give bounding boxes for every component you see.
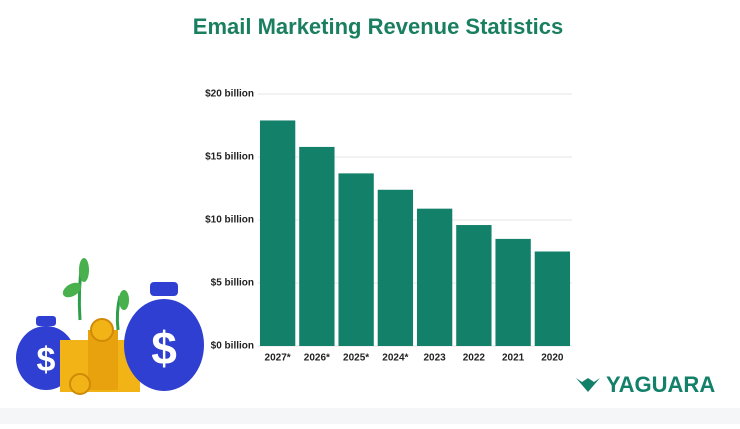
bar (299, 146, 335, 346)
x-tick-label: 2027* (265, 353, 291, 364)
y-tick-label: $10 billion (205, 215, 254, 226)
x-tick-label: 2020 (541, 353, 564, 364)
logo-icon (576, 378, 600, 392)
y-tick-label: $15 billion (205, 152, 254, 163)
svg-text:$: $ (37, 341, 56, 379)
bar (534, 251, 571, 346)
y-tick-label: $5 billion (211, 278, 254, 289)
money-illustration: $ $ (16, 258, 204, 395)
bar (495, 238, 531, 346)
bar (338, 173, 374, 346)
svg-text:$: $ (151, 322, 177, 374)
brand-name: YAGUARA (606, 372, 715, 397)
x-tick-label: 2022 (463, 353, 486, 364)
x-tick-label: 2024* (382, 353, 408, 364)
x-tick-label: 2025* (343, 353, 369, 364)
x-tick-label: 2021 (502, 353, 525, 364)
y-tick-label: $20 billion (205, 89, 254, 100)
bar (377, 189, 414, 346)
y-tick-label: $0 billion (211, 341, 254, 352)
bar (416, 208, 453, 346)
chart-title: Email Marketing Revenue Statistics (193, 14, 563, 39)
x-tick-label: 2026* (304, 353, 330, 364)
x-tick-label: 2023 (424, 353, 447, 364)
footer-strip (0, 408, 740, 424)
bar (259, 120, 296, 347)
bar (456, 225, 492, 346)
